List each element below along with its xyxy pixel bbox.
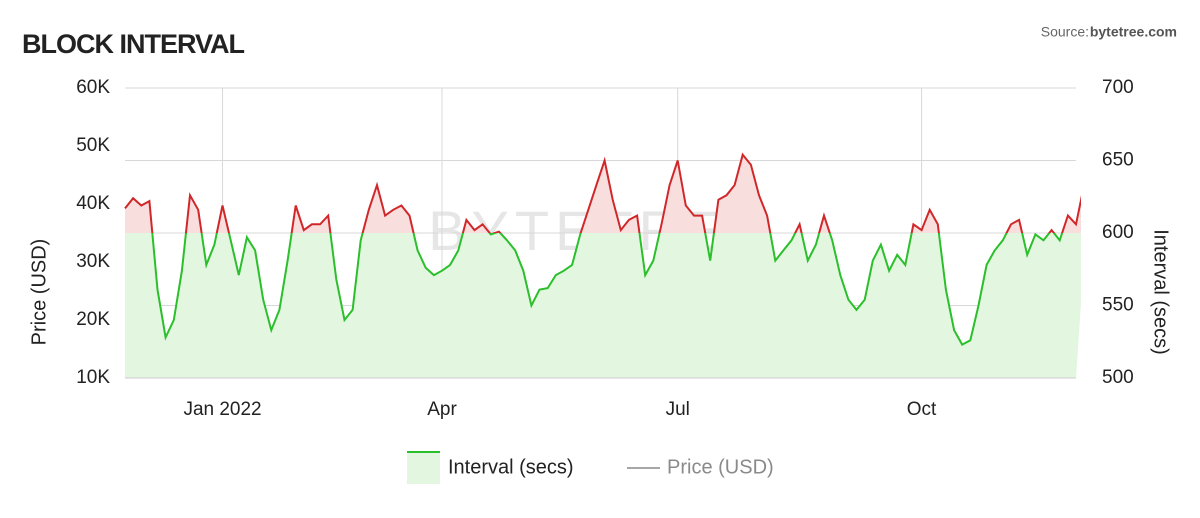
y-tick-label: 20K [76, 309, 110, 330]
x-tick-label: Jul [666, 399, 690, 420]
legend-swatch [407, 451, 440, 484]
area-below [125, 233, 1081, 378]
chart-title: BLOCK INTERVAL [22, 29, 245, 59]
y-tick-label: 30K [76, 251, 110, 272]
line-below [151, 233, 1064, 346]
y2-tick-label: 550 [1102, 295, 1134, 316]
x-tick-label: Oct [907, 399, 937, 420]
y2-tick-label: 500 [1102, 367, 1134, 388]
x-tick-label: Apr [427, 399, 457, 420]
y-axis-label: Price (USD) [28, 239, 50, 346]
source-label: Source: [1041, 24, 1089, 40]
y-tick-label: 60K [76, 77, 110, 98]
y2-tick-label: 650 [1102, 150, 1134, 171]
area-above [125, 154, 1081, 233]
y2-tick-label: 700 [1102, 77, 1134, 98]
y2-tick-label: 600 [1102, 222, 1134, 243]
legend-label: Interval (secs) [448, 456, 574, 478]
x-tick-label: Jan 2022 [183, 399, 261, 420]
legend-label: Price (USD) [667, 456, 774, 478]
y2-axis-label: Interval (secs) [1150, 229, 1172, 355]
source: bytetree.com [1090, 24, 1177, 40]
y-tick-label: 50K [76, 135, 110, 156]
y-tick-label: 10K [76, 367, 110, 388]
line-above [124, 152, 1081, 233]
y-tick-label: 40K [76, 193, 110, 214]
